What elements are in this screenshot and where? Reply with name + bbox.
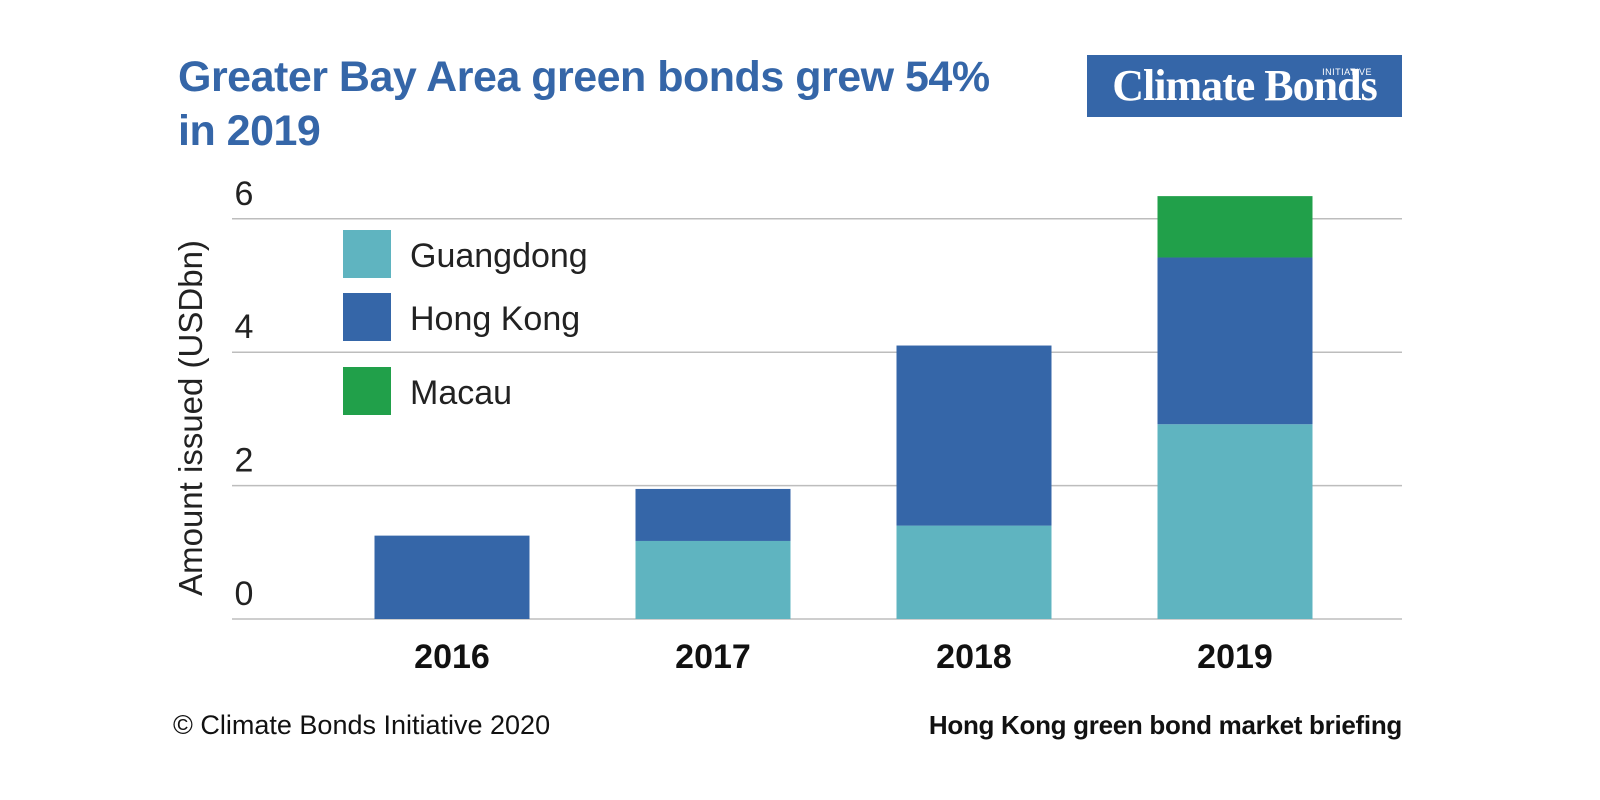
copyright-note: © Climate Bonds Initiative 2020 — [173, 710, 551, 740]
x-tick-label-2019: 2019 — [1197, 638, 1273, 676]
x-tick-label-2017: 2017 — [675, 638, 751, 676]
bar-2018-guangdong — [896, 525, 1052, 619]
bar-2018-hong-kong — [896, 345, 1052, 526]
legend-swatch-macau — [343, 367, 391, 415]
x-tick-label-2018: 2018 — [936, 638, 1012, 676]
bar-2017-hong-kong — [635, 488, 791, 541]
y-axis-label: Amount issued (USDbn) — [172, 240, 209, 596]
bar-2019-macau — [1157, 196, 1313, 258]
bar-2019-guangdong — [1157, 424, 1313, 619]
source-note: Hong Kong green bond market briefing — [928, 710, 1402, 740]
bar-2016-hong-kong — [374, 535, 530, 619]
legend-label-guangdong: Guangdong — [410, 237, 588, 275]
x-tick-label-2016: 2016 — [414, 638, 490, 676]
bar-2019-hong-kong — [1157, 257, 1313, 425]
logo-subtext: INITIATIVE — [1322, 67, 1372, 77]
climate-bonds-logo: Climate Bonds INITIATIVE — [1087, 55, 1402, 117]
chart-title-line-1: Greater Bay Area green bonds grew 54% — [178, 53, 990, 101]
legend-swatch-hong-kong — [343, 293, 391, 341]
legend-label-hong-kong: Hong Kong — [410, 300, 580, 338]
chart-title-line-2: in 2019 — [178, 107, 321, 155]
legend-label-macau: Macau — [410, 374, 512, 412]
bar-2017-guangdong — [635, 540, 791, 619]
y-tick-label-2: 2 — [235, 442, 254, 480]
logo-text: Climate Bonds — [1112, 61, 1377, 110]
legend-swatch-guangdong — [343, 230, 391, 278]
y-tick-label-0: 0 — [235, 575, 254, 613]
y-tick-label-4: 4 — [235, 308, 254, 346]
chart-title: Greater Bay Area green bonds grew 54% in… — [178, 50, 1038, 158]
y-tick-label-6: 6 — [235, 175, 254, 213]
